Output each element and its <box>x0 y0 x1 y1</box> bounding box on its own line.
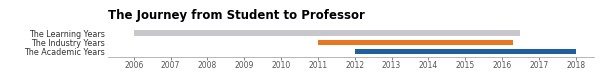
Bar <box>134 30 520 36</box>
Bar <box>318 40 513 45</box>
Bar <box>355 49 575 54</box>
Text: The Journey from Student to Professor: The Journey from Student to Professor <box>108 9 365 22</box>
